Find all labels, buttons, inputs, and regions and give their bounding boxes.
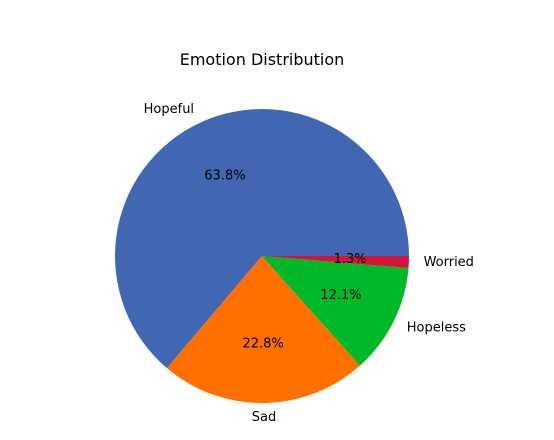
pie-slice-hopeless (262, 256, 409, 366)
pie-slice-hopeful (115, 108, 409, 369)
slice-percent-sad: 22.8% (242, 337, 283, 352)
slice-percent-hopeful: 63.8% (204, 168, 245, 183)
labels-layer: Hopeful 63.8% Sad 22.8% Hopeless 12.1% Worried… (144, 102, 474, 425)
pie-slice-worried (262, 256, 409, 268)
chart-title: Emotion Distribution (180, 50, 345, 69)
slice-label-hopeful: Hopeful (144, 102, 194, 117)
slices-layer (115, 108, 409, 403)
slice-label-worried: Worried (424, 255, 474, 270)
slice-label-hopeless: Hopeless (407, 321, 466, 336)
slice-percent-worried: 1.3% (334, 252, 367, 267)
slice-percent-hopeless: 12.1% (320, 288, 361, 303)
slice-label-sad: Sad (252, 410, 276, 425)
pie-slice-sad (166, 256, 360, 403)
